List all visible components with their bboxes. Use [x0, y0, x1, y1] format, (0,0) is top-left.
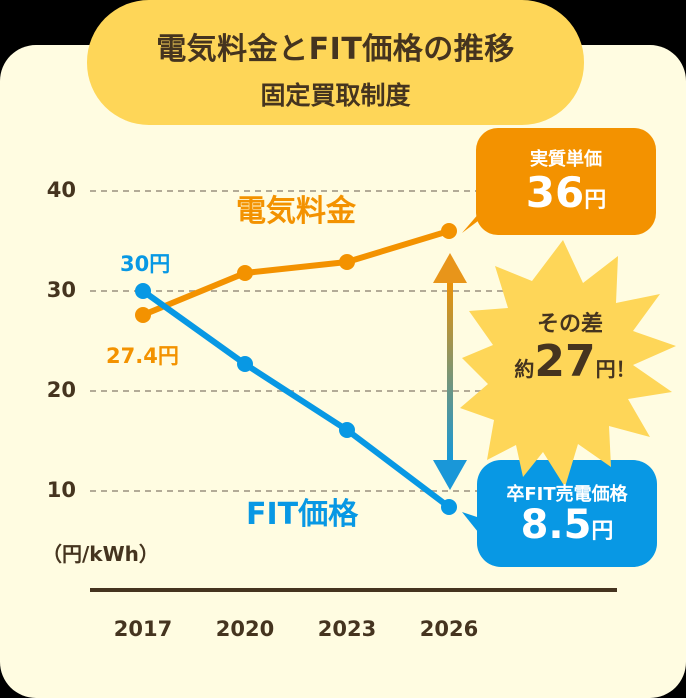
fit-callout-unit: 円 [591, 519, 614, 544]
title-banner: 電気料金とFIT価格の推移 固定買取制度 [87, 0, 584, 125]
burst-line1: その差 [536, 312, 603, 337]
y-tick-10: 10 [46, 478, 76, 502]
electricity-points [135, 223, 457, 323]
y-tick-40: 40 [46, 178, 76, 202]
electricity-start-label: 27.4円 [106, 344, 179, 368]
fit-callout-title: 卒FIT売電価格 [506, 484, 628, 505]
burst-suffix: 円！ [595, 357, 636, 381]
x-tick-2020: 2020 [215, 617, 275, 641]
electricity-callout-title: 実質単価 [530, 149, 602, 170]
fit-callout-value: 8.5円 [477, 502, 657, 548]
y-axis-unit: （円/kWh） [42, 542, 159, 566]
burst-value: 27 [534, 336, 596, 387]
fit-points [135, 283, 457, 515]
x-tick-2017: 2017 [113, 617, 173, 641]
fit-callout-shape [462, 460, 657, 567]
electricity-callout-unit: 円 [584, 188, 607, 213]
burst-line2: 約27円！ [490, 336, 660, 387]
fit-line [141, 288, 451, 510]
electricity-callout-value: 36円 [476, 168, 656, 217]
electricity-series-label: 電気料金 [236, 194, 356, 229]
x-tick-2026: 2026 [419, 617, 479, 641]
x-tick-2023: 2023 [317, 617, 377, 641]
y-tick-20: 20 [46, 378, 76, 402]
fit-start-label: 30円 [120, 252, 171, 276]
y-tick-30: 30 [46, 278, 76, 302]
difference-arrow [433, 253, 467, 490]
fit-callout-number: 8.5 [520, 502, 592, 548]
electricity-line [141, 228, 450, 318]
burst-prefix: 約 [514, 357, 535, 381]
chart-title: 電気料金とFIT価格の推移 [156, 32, 515, 67]
fit-series-label: FIT価格 [246, 497, 359, 532]
burst-shape [460, 240, 676, 487]
chart-subtitle: 固定買取制度 [260, 81, 411, 110]
electricity-callout-shape [462, 128, 656, 235]
electricity-callout-number: 36 [525, 168, 585, 217]
